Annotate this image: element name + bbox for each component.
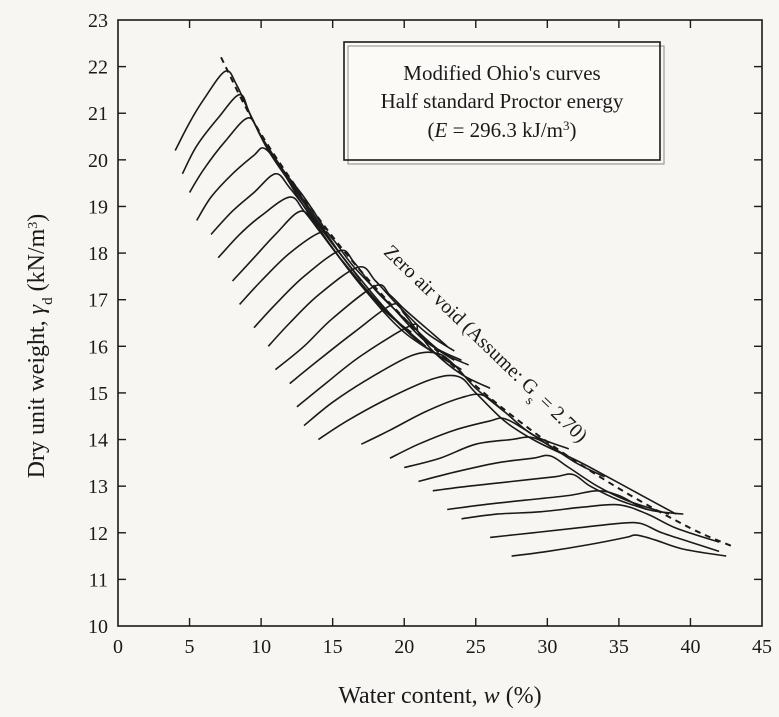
x-tick-label-0: 0 [113, 636, 123, 658]
compaction-curve-11 [274, 284, 448, 371]
zero-air-void-label: Zero air void (Assume: Gs = 2.70) [375, 241, 592, 452]
compaction-curve-3 [188, 117, 362, 282]
y-title-prefix: Dry unit weight, [24, 314, 50, 478]
legend-line3-close: ) [570, 118, 577, 142]
compaction-curve-13 [296, 323, 491, 408]
y-tick-label-11: 11 [89, 569, 108, 591]
compaction-curve-21 [447, 490, 684, 515]
y-tick-label-13: 13 [88, 476, 108, 498]
y-title-close: ) [24, 214, 50, 222]
y-tick-label-14: 14 [88, 430, 108, 452]
x-title-suffix: (%) [500, 683, 542, 709]
x-tick-label-20: 20 [394, 636, 414, 658]
compaction-curve-1 [174, 70, 327, 231]
y-tick-label-12: 12 [88, 523, 108, 545]
compaction-curve-17 [389, 417, 677, 515]
plot-area: 0 5 10 15 20 25 30 35 40 45 10 11 12 13 14 15 16 17 18 19 2… [88, 10, 772, 658]
x-tick-label-30: 30 [537, 636, 557, 658]
compaction-curves [174, 70, 727, 557]
y-title-sub: d [40, 297, 56, 305]
y-tick-label-15: 15 [88, 383, 108, 405]
y-title-var: γ [24, 304, 50, 314]
x-tick-label-40: 40 [680, 636, 700, 658]
compaction-curve-19 [418, 454, 670, 515]
compaction-curve-14 [303, 351, 505, 427]
compaction-curve-24 [511, 534, 727, 557]
x-title-var: w [484, 683, 500, 709]
compaction-curve-20 [432, 473, 648, 511]
legend-shadow [347, 45, 665, 165]
y-tick-label-16: 16 [88, 336, 108, 358]
legend-line1: Modified Ohio's curves [403, 61, 600, 85]
legend-energy-value: = 296.3 kJ/m [447, 118, 563, 142]
y-tick-label-17: 17 [88, 290, 108, 312]
y-axis-ticks: 10 11 12 13 14 15 16 17 18 19 20 21 22 23 [88, 10, 762, 638]
x-axis-title: Water content, w (%) [338, 683, 541, 709]
y-title-sup: 3 [26, 222, 41, 229]
x-tick-label-45: 45 [752, 636, 772, 658]
legend-line2: Half standard Proctor energy [381, 89, 624, 113]
y-tick-label-23: 23 [88, 10, 108, 32]
legend-line3: (E = 296.3 kJ/m3) [427, 118, 576, 143]
compaction-curve-22 [461, 503, 720, 543]
y-tick-label-19: 19 [88, 196, 108, 218]
plot-frame [117, 19, 763, 627]
compaction-curve-5 [210, 172, 427, 347]
compaction-curve-10 [267, 265, 455, 352]
legend-box: Modified Ohio's curves Half standard Pro… [343, 41, 665, 165]
legend-line3-open: ( [427, 118, 434, 142]
compaction-curve-2 [181, 93, 348, 263]
compaction-curve-7 [231, 210, 462, 371]
compaction-curve-23 [490, 521, 720, 553]
y-title-suffix: (kN/m [24, 228, 50, 297]
x-title-prefix: Water content, [338, 683, 483, 709]
x-tick-label-15: 15 [323, 636, 343, 658]
legend-energy-sup: 3 [563, 118, 570, 133]
y-tick-label-18: 18 [88, 243, 108, 265]
legend-energy-var: E [433, 118, 447, 142]
compaction-curve-18 [404, 436, 605, 478]
y-axis-title: Dry unit weight, γd (kN/m3) [24, 214, 56, 479]
y-tick-label-20: 20 [88, 150, 108, 172]
compaction-curve-15 [317, 374, 562, 455]
x-tick-label-25: 25 [466, 636, 486, 658]
x-axis-ticks: 0 5 10 15 20 25 30 35 40 45 [113, 20, 772, 658]
y-tick-label-21: 21 [88, 103, 108, 125]
compaction-curve-12 [289, 302, 455, 385]
legend-frame [343, 41, 661, 161]
x-tick-label-5: 5 [185, 636, 195, 658]
compaction-curve-8 [239, 230, 462, 362]
x-tick-label-35: 35 [609, 636, 629, 658]
y-tick-label-10: 10 [88, 616, 108, 638]
y-tick-label-22: 22 [88, 57, 108, 79]
x-tick-label-10: 10 [251, 636, 271, 658]
